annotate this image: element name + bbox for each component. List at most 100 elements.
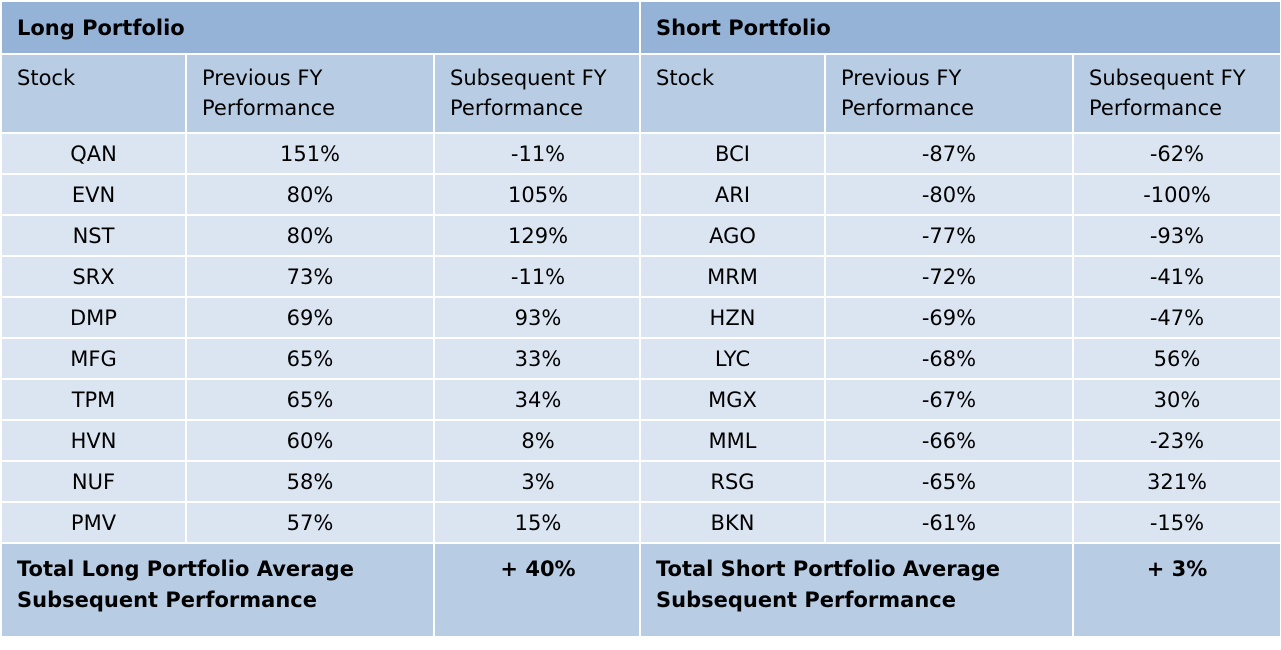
cell: 321% [1072, 460, 1281, 503]
cell: PMV [0, 501, 187, 544]
cell: 80% [185, 173, 435, 216]
cell: -68% [824, 337, 1074, 380]
cell: -11% [432, 132, 644, 175]
portfolio-table: Long Portfolio Stock Previous FY Performan… [0, 0, 644, 638]
header-row: Stock Previous FY Performance Subsequent F… [0, 53, 644, 134]
cell: 57% [185, 501, 435, 544]
cell: 8% [432, 419, 644, 462]
cell: RSG [639, 460, 826, 503]
cell: 33% [432, 337, 644, 380]
data-row: MFG 65% 33% [0, 337, 644, 380]
title-row: Long Portfolio [0, 0, 644, 55]
cell: 56% [1072, 337, 1281, 380]
cell: TPM [0, 378, 187, 421]
cell: -100% [1072, 173, 1281, 216]
data-row: BCI -87% -62% [639, 132, 1281, 175]
cell: 15% [432, 501, 644, 544]
header-row: Stock Previous FY Performance Subsequent F… [639, 53, 1281, 134]
cell: 129% [432, 214, 644, 257]
data-row: SRX 73% -11% [0, 255, 644, 298]
cell: 93% [432, 296, 644, 339]
data-row: HVN 60% 8% [0, 419, 644, 462]
cell: -66% [824, 419, 1074, 462]
long-portfolio: Long Portfolio Stock Previous FY Performan… [0, 0, 644, 638]
cell: -61% [824, 501, 1074, 544]
data-row: TPM 65% 34% [0, 378, 644, 421]
cell: -72% [824, 255, 1074, 298]
cell: DMP [0, 296, 187, 339]
cell: ARI [639, 173, 826, 216]
column-header: Stock [639, 53, 826, 134]
cell: HZN [639, 296, 826, 339]
cell: MGX [639, 378, 826, 421]
column-header: Previous FY Performance [185, 53, 435, 134]
cell: 105% [432, 173, 644, 216]
data-row: RSG -65% 321% [639, 460, 1281, 503]
cell: -62% [1072, 132, 1281, 175]
cell: LYC [639, 337, 826, 380]
data-row: NST 80% 129% [0, 214, 644, 257]
cell: 73% [185, 255, 435, 298]
cell: -41% [1072, 255, 1281, 298]
data-row: ARI -80% -100% [639, 173, 1281, 216]
data-row: AGO -77% -93% [639, 214, 1281, 257]
column-header: Previous FY Performance [824, 53, 1074, 134]
cell: EVN [0, 173, 187, 216]
data-row: MML -66% -23% [639, 419, 1281, 462]
data-row: QAN 151% -11% [0, 132, 644, 175]
cell: 3% [432, 460, 644, 503]
cell: -87% [824, 132, 1074, 175]
cell: QAN [0, 132, 187, 175]
column-header: Subsequent FY Performance [432, 53, 644, 134]
cell: MRM [639, 255, 826, 298]
portfolio-table: Short Portfolio Stock Previous FY Performa… [639, 0, 1281, 638]
cell: -23% [1072, 419, 1281, 462]
cell: 60% [185, 419, 435, 462]
data-row: MRM -72% -41% [639, 255, 1281, 298]
cell: BCI [639, 132, 826, 175]
cell: BKN [639, 501, 826, 544]
total-value: + 3% [1072, 542, 1281, 638]
cell: NST [0, 214, 187, 257]
cell: -67% [824, 378, 1074, 421]
total-label: Total Short Portfolio Average Subsequent… [639, 542, 1074, 638]
cell: -11% [432, 255, 644, 298]
cell: -77% [824, 214, 1074, 257]
cell: 58% [185, 460, 435, 503]
total-label: Total Long Portfolio Average Subsequent … [0, 542, 435, 638]
cell: 65% [185, 378, 435, 421]
cell: 151% [185, 132, 435, 175]
data-row: EVN 80% 105% [0, 173, 644, 216]
cell: -69% [824, 296, 1074, 339]
data-row: HZN -69% -47% [639, 296, 1281, 339]
data-row: MGX -67% 30% [639, 378, 1281, 421]
data-row: PMV 57% 15% [0, 501, 644, 544]
cell: 65% [185, 337, 435, 380]
column-header: Stock [0, 53, 187, 134]
cell: 30% [1072, 378, 1281, 421]
cell: -80% [824, 173, 1074, 216]
column-header: Subsequent FY Performance [1072, 53, 1281, 134]
cell: -93% [1072, 214, 1281, 257]
cell: SRX [0, 255, 187, 298]
cell: 69% [185, 296, 435, 339]
data-row: NUF 58% 3% [0, 460, 644, 503]
portfolio-title: Short Portfolio [639, 0, 1281, 55]
cell: 34% [432, 378, 644, 421]
cell: 80% [185, 214, 435, 257]
cell: NUF [0, 460, 187, 503]
cell: HVN [0, 419, 187, 462]
cell: -47% [1072, 296, 1281, 339]
title-row: Short Portfolio [639, 0, 1281, 55]
cell: -15% [1072, 501, 1281, 544]
total-value: + 40% [432, 542, 644, 638]
short-portfolio: Short Portfolio Stock Previous FY Performa… [639, 0, 1281, 650]
total-row: Total Short Portfolio Average Subsequent… [639, 542, 1281, 638]
cell: MFG [0, 337, 187, 380]
data-row: BKN -61% -15% [639, 501, 1281, 544]
cell: -65% [824, 460, 1074, 503]
data-row: DMP 69% 93% [0, 296, 644, 339]
cell: MML [639, 419, 826, 462]
cell: AGO [639, 214, 826, 257]
